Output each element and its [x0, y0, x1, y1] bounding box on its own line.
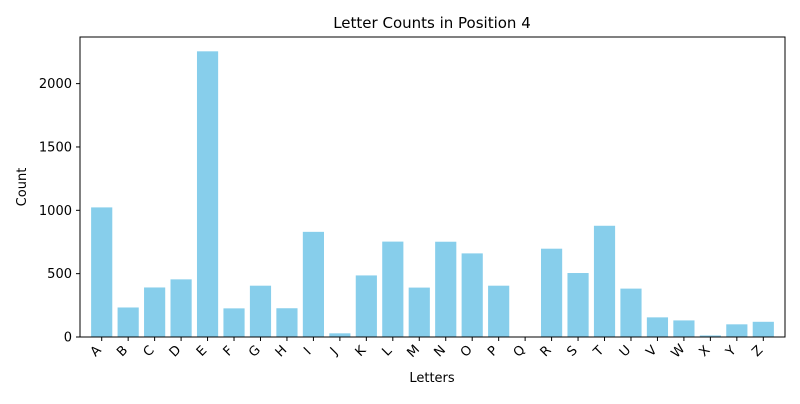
x-tick-label-J: J — [327, 345, 341, 359]
bar-S — [567, 273, 589, 337]
y-tick-label: 2000 — [39, 77, 72, 92]
x-tick-label-L: L — [379, 343, 395, 359]
bar-E — [196, 51, 219, 337]
y-axis-label: Count — [15, 168, 30, 207]
y-tick-label: 500 — [47, 267, 72, 282]
plot-frame — [79, 36, 786, 338]
y-tick-label: 1500 — [39, 140, 72, 155]
x-tick-label-C: C — [141, 343, 158, 360]
x-tick-label-S: S — [564, 343, 580, 359]
bar-U — [620, 288, 642, 337]
bar-A — [91, 207, 113, 337]
x-tick-label-U: U — [617, 343, 634, 360]
x-tick-label-B: B — [114, 343, 131, 360]
x-tick-label-M: M — [405, 342, 424, 361]
x-tick-label-K: K — [353, 343, 370, 360]
x-tick-label-P: P — [485, 343, 501, 359]
x-tick-label-Q: Q — [511, 343, 529, 361]
bar-P — [488, 285, 510, 337]
bar-X — [699, 335, 721, 337]
x-tick-label-H: H — [273, 343, 291, 361]
bar-T — [593, 225, 616, 337]
x-tick-label-R: R — [538, 343, 555, 360]
bar-W — [673, 320, 695, 337]
bar-Y — [726, 324, 748, 337]
y-tick-label: 1000 — [39, 204, 72, 219]
x-tick-label-W: W — [669, 342, 689, 362]
bar-H — [276, 308, 298, 337]
bars-layer — [91, 51, 774, 337]
bar-R — [541, 248, 563, 337]
bar-J — [329, 333, 351, 337]
bar-N — [435, 241, 457, 337]
x-axis-label: Letters — [409, 371, 455, 386]
x-tick-label-Y: Y — [723, 343, 740, 360]
x-tick-label-Z: Z — [749, 343, 766, 360]
bar-O — [461, 253, 483, 337]
chart-title: Letter Counts in Position 4 — [333, 14, 531, 32]
x-tick-label-T: T — [590, 343, 607, 360]
bar-M — [408, 287, 430, 337]
bar-G — [249, 285, 272, 337]
x-tick-label-V: V — [644, 343, 661, 360]
bar-C — [144, 287, 166, 337]
x-tick-label-F: F — [221, 344, 237, 360]
y-tick-label: 0 — [64, 331, 72, 346]
x-tick-label-G: G — [246, 343, 264, 361]
x-tick-label-O: O — [458, 343, 476, 361]
x-tick-label-E: E — [194, 343, 210, 359]
bar-K — [355, 275, 377, 337]
bar-V — [646, 317, 669, 337]
x-tick-label-I: I — [301, 345, 314, 358]
bar-Z — [752, 321, 774, 337]
x-tick-label-A: A — [88, 343, 105, 360]
bar-F — [223, 308, 245, 337]
x-tick-label-D: D — [167, 343, 185, 361]
x-tick-label-N: N — [432, 343, 449, 360]
x-tick-label-X: X — [696, 343, 713, 360]
bar-D — [170, 279, 192, 337]
bar-B — [117, 307, 139, 337]
bar-I — [302, 231, 324, 337]
bar-L — [382, 241, 404, 337]
